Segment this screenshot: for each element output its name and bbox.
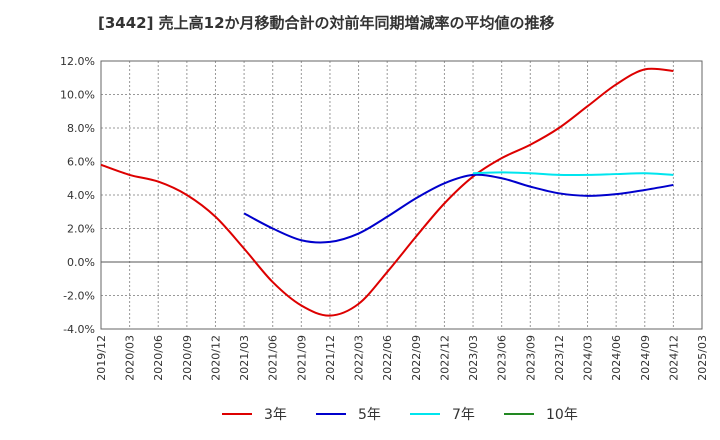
x-tick-label: 2022/06 bbox=[381, 335, 394, 381]
y-tick-label: -4.0% bbox=[63, 323, 95, 336]
x-tick-label: 2022/12 bbox=[438, 335, 451, 381]
y-tick-label: 0.0% bbox=[67, 256, 95, 269]
x-tick-label: 2021/09 bbox=[295, 335, 308, 381]
y-tick-label: 8.0% bbox=[67, 122, 95, 135]
x-tick-label: 2019/12 bbox=[95, 335, 108, 381]
legend-label: 3年 bbox=[264, 407, 287, 423]
legend-label: 7年 bbox=[452, 407, 475, 423]
x-tick-label: 2024/06 bbox=[610, 335, 623, 381]
x-tick-label: 2023/09 bbox=[524, 335, 537, 381]
series-line-3年 bbox=[100, 67, 674, 317]
x-tick-label: 2021/12 bbox=[324, 335, 337, 381]
y-tick-label: -2.0% bbox=[63, 290, 95, 303]
legend-label: 10年 bbox=[546, 407, 578, 423]
y-tick-label: 10.0% bbox=[60, 89, 95, 102]
x-tick-label: 2023/03 bbox=[467, 335, 480, 381]
series-line-7年 bbox=[473, 171, 674, 177]
y-tick-label: 2.0% bbox=[67, 223, 95, 236]
series-line-5年 bbox=[243, 173, 674, 244]
plot-area bbox=[100, 60, 703, 330]
x-tick-label: 2025/03 bbox=[696, 335, 709, 381]
x-tick-label: 2022/03 bbox=[353, 335, 366, 381]
y-tick-label: 6.0% bbox=[67, 156, 95, 169]
x-tick-label: 2024/12 bbox=[667, 335, 680, 381]
x-tick-label: 2020/06 bbox=[152, 335, 165, 381]
x-tick-label: 2020/12 bbox=[209, 335, 222, 381]
x-tick-label: 2024/09 bbox=[639, 335, 652, 381]
chart-title: [3442] 売上高12か月移動合計の対前年同期増減率の平均値の推移 bbox=[98, 14, 555, 32]
x-tick-label: 2023/12 bbox=[553, 335, 566, 381]
x-tick-label: 2021/03 bbox=[238, 335, 251, 381]
x-tick-label: 2020/03 bbox=[124, 335, 137, 381]
x-tick-label: 2024/03 bbox=[582, 335, 595, 381]
y-tick-label: 4.0% bbox=[67, 189, 95, 202]
y-tick-label: 12.0% bbox=[60, 55, 95, 68]
legend-label: 5年 bbox=[358, 407, 381, 423]
x-tick-label: 2021/06 bbox=[267, 335, 280, 381]
x-tick-label: 2023/06 bbox=[496, 335, 509, 381]
x-tick-label: 2020/09 bbox=[181, 335, 194, 381]
x-tick-label: 2022/09 bbox=[410, 335, 423, 381]
